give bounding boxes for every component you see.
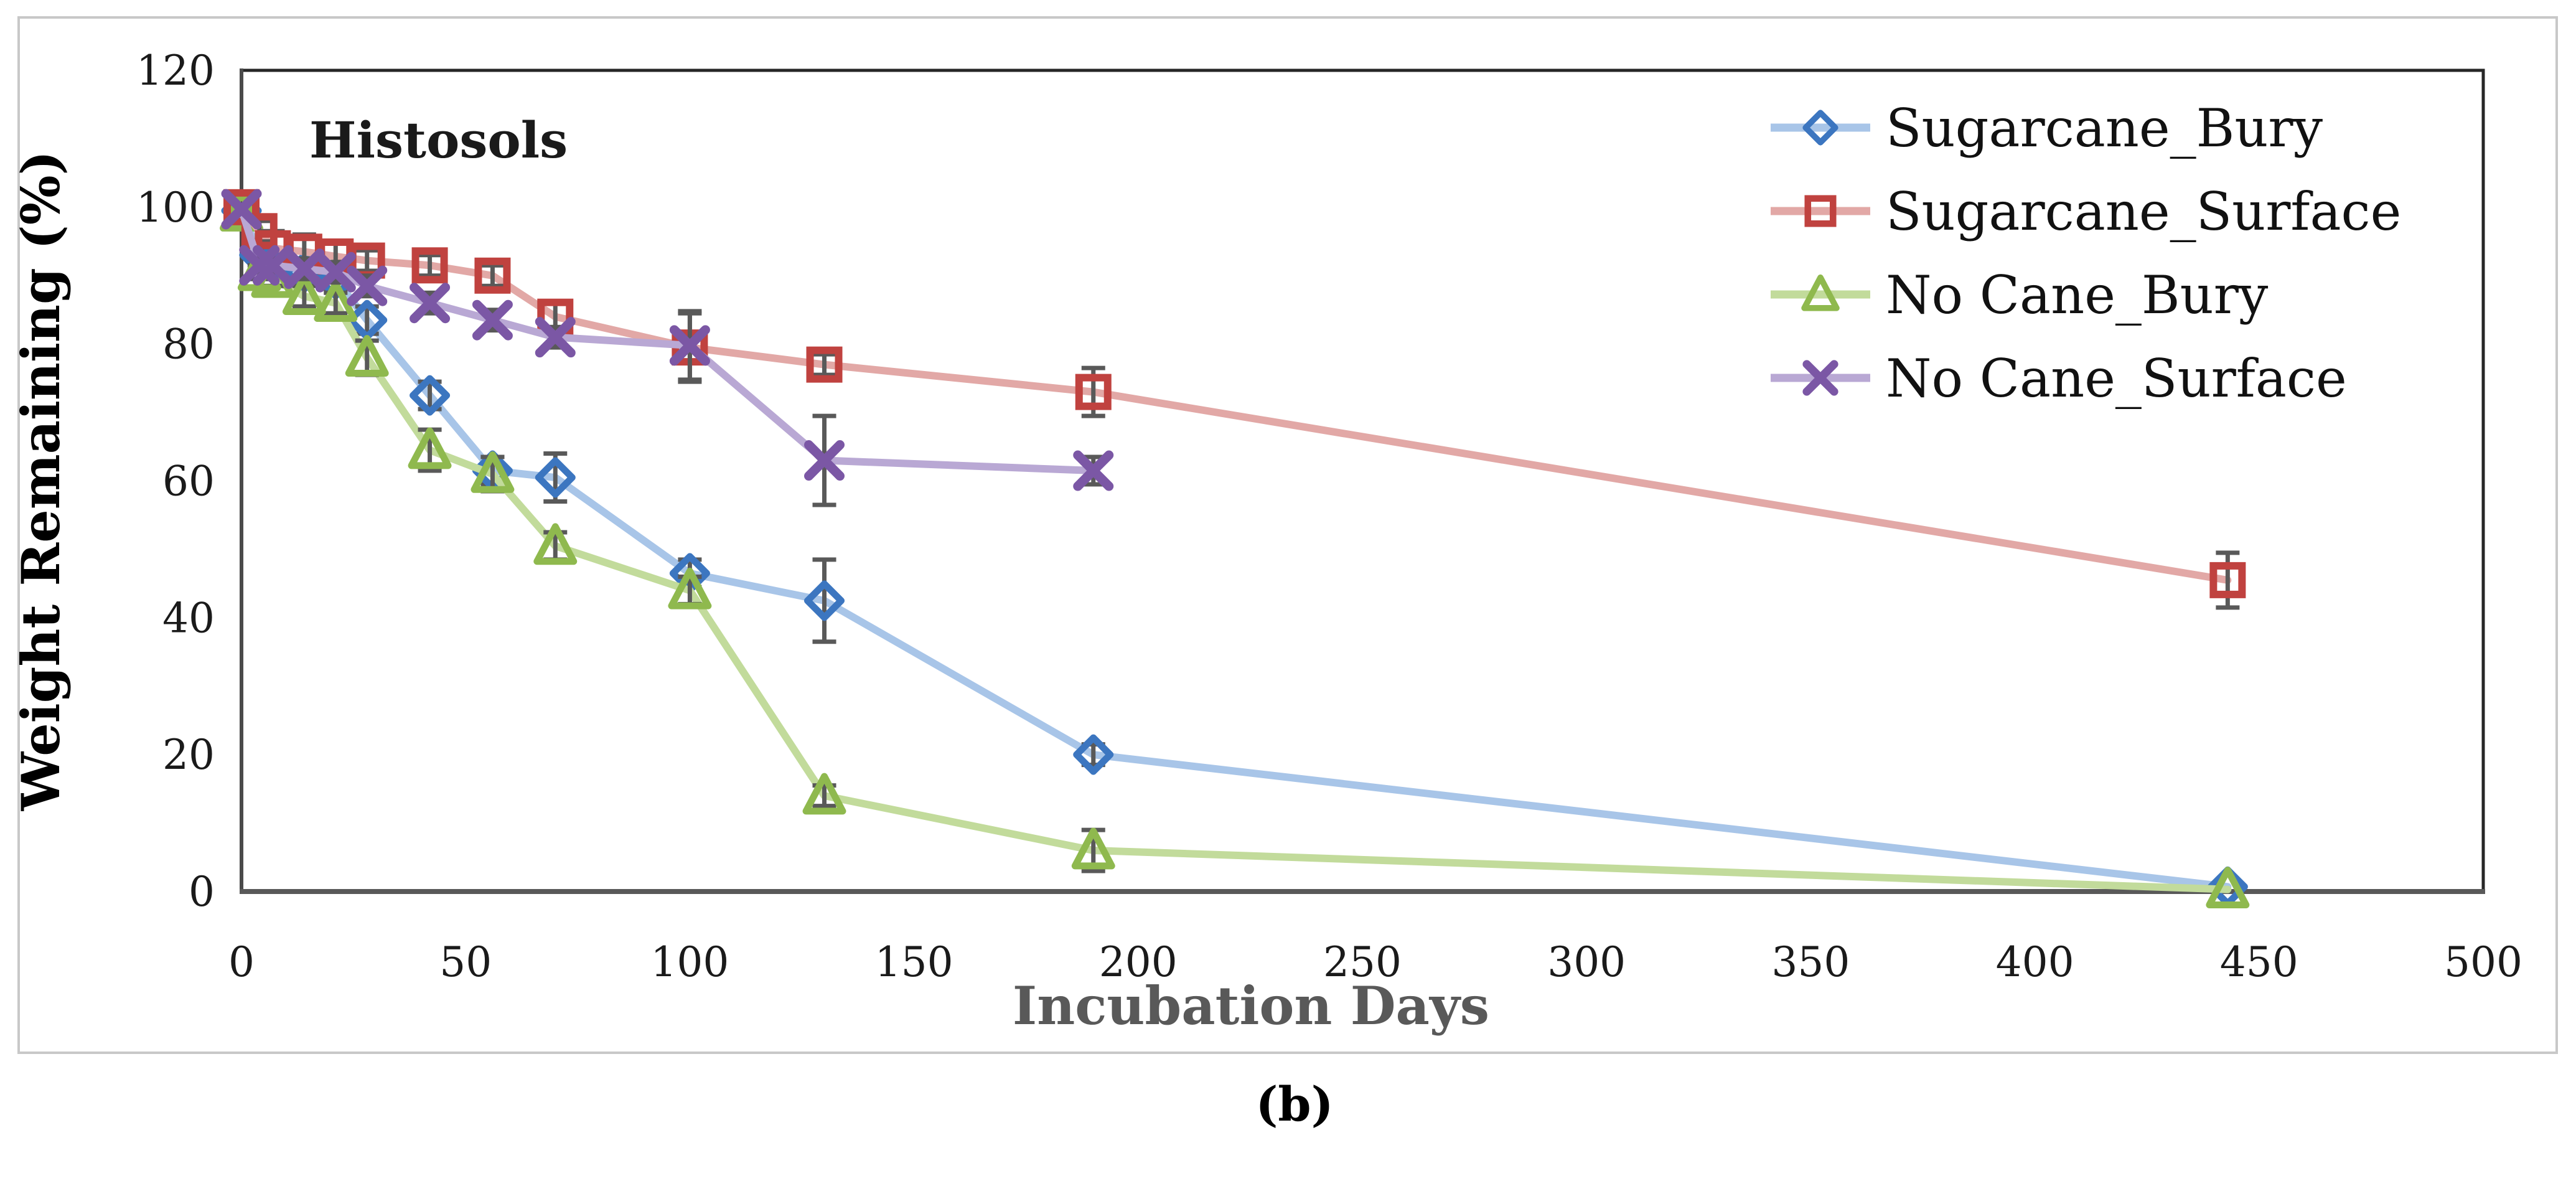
y-axis-title: Weight Remaining (%): [10, 151, 72, 812]
x-marker-icon: [284, 248, 325, 289]
triangle-marker-icon: [1801, 274, 1840, 311]
x-tick-label: 150: [875, 938, 953, 986]
square-marker-icon: [474, 257, 511, 294]
x-tick-label: 400: [1996, 938, 2074, 986]
x-tick-label: 250: [1323, 938, 1402, 986]
triangle-marker-icon: [668, 567, 712, 609]
legend-label: No Cane_Bury: [1886, 265, 2269, 326]
y-tick-label: 20: [162, 731, 215, 779]
x-tick-label: 0: [228, 938, 255, 986]
y-tick-label: 120: [136, 47, 215, 95]
error-bar: [355, 248, 379, 273]
error-bar: [480, 263, 505, 288]
y-tick-label: 80: [162, 321, 215, 369]
legend-label: Sugarcane_Bury: [1886, 98, 2323, 159]
x-tick-label: 450: [2220, 938, 2298, 986]
x-marker-icon: [221, 189, 262, 230]
diamond-marker-icon: [1802, 110, 1838, 146]
square-marker-icon: [411, 247, 448, 284]
square-marker-icon: [1804, 195, 1837, 227]
square-marker-icon: [1075, 374, 1112, 410]
diamond-marker-icon: [804, 580, 845, 621]
x-tick-label: 500: [2444, 938, 2522, 986]
x-tick-label: 100: [650, 938, 729, 986]
x-tick-label: 50: [439, 938, 492, 986]
triangle-marker-icon: [314, 280, 358, 322]
y-tick-label: 0: [189, 868, 215, 916]
x-tick-label: 200: [1099, 938, 1178, 986]
triangle-marker-icon: [282, 273, 326, 316]
x-marker-icon: [239, 245, 280, 286]
diamond-marker-icon: [535, 457, 576, 498]
y-tick-label: 40: [162, 594, 215, 642]
legend-label: Sugarcane_Surface: [1886, 181, 2401, 242]
x-marker-icon: [315, 252, 356, 293]
error-bar: [418, 253, 442, 278]
triangle-marker-icon: [471, 451, 515, 493]
x-tick-label: 350: [1771, 938, 1850, 986]
x-marker-icon: [1073, 450, 1114, 491]
triangle-marker-icon: [408, 427, 452, 469]
x-marker-icon: [535, 317, 576, 358]
x-marker-icon: [669, 325, 710, 366]
diamond-marker-icon: [410, 375, 451, 416]
x-axis-title: Incubation Days: [1013, 975, 1489, 1037]
plot-frame: [240, 68, 2485, 893]
error-bar: [812, 557, 836, 644]
triangle-marker-icon: [533, 523, 578, 565]
error-bar: [812, 352, 836, 377]
x-marker-icon: [252, 245, 293, 286]
x-marker-icon: [1802, 360, 1838, 396]
x-marker-icon: [347, 265, 388, 306]
square-marker-icon: [2209, 562, 2246, 598]
y-tick-label: 100: [136, 184, 215, 232]
x-tick-label: 300: [1547, 938, 1626, 986]
legend-label: No Cane_Surface: [1886, 348, 2347, 409]
x-marker-icon: [472, 299, 513, 341]
triangle-marker-icon: [2206, 867, 2250, 908]
plot-inner-title: Histosols: [309, 111, 568, 169]
diamond-marker-icon: [1073, 734, 1114, 775]
x-marker-icon: [804, 440, 845, 481]
x-marker-icon: [410, 283, 451, 324]
triangle-marker-icon: [1071, 827, 1115, 870]
triangle-marker-icon: [345, 335, 389, 377]
y-tick-label: 60: [162, 458, 215, 506]
figure-border: [17, 16, 2558, 1054]
panel-label: (b): [1255, 1076, 1333, 1132]
triangle-marker-icon: [802, 773, 846, 815]
error-bar: [2216, 550, 2240, 610]
square-marker-icon: [806, 346, 843, 383]
